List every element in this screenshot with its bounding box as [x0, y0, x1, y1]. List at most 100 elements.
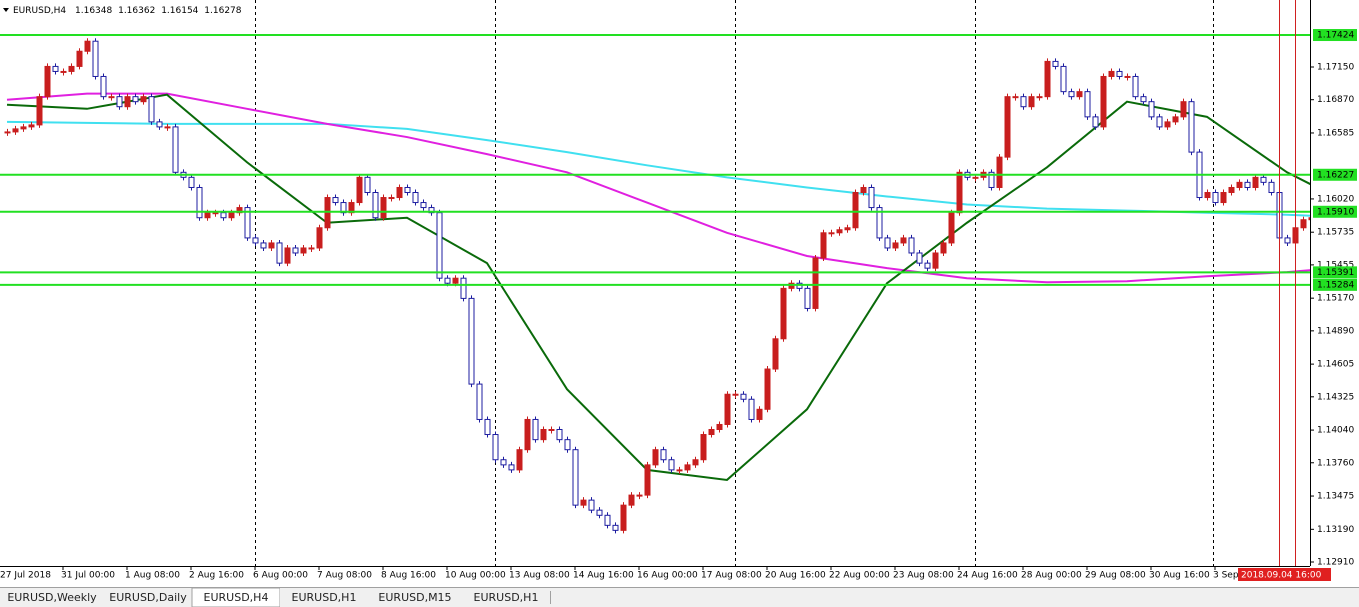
candle-body	[916, 252, 923, 264]
tab-background[interactable]	[0, 588, 104, 607]
candle-body	[684, 464, 691, 471]
candle-body	[1236, 181, 1243, 188]
y-tick-label: 1.17150	[1317, 63, 1354, 73]
x-tick-label: 10 Aug 00:00	[445, 571, 506, 581]
candle-body	[532, 418, 539, 441]
candle-body	[732, 393, 739, 396]
header: EURUSD,H4 1.16348 1.16362 1.16154 1.1627…	[13, 6, 242, 16]
tab-label[interactable]: EURUSD,H4	[204, 591, 269, 604]
candle-body	[148, 96, 155, 123]
candle-body	[52, 65, 59, 72]
tabs: EURUSD,Weekly EURUSD,Daily EURUSD,H4 EURUSD…	[0, 587, 551, 607]
candle-body	[12, 128, 19, 133]
candle-body	[524, 418, 531, 451]
candle-body	[1060, 65, 1067, 93]
candle-body	[204, 212, 211, 219]
candle-body	[644, 464, 651, 496]
tab-label[interactable]: EURUSD,H1	[474, 591, 539, 604]
x-tick-label: 13 Aug 08:00	[509, 571, 570, 581]
tab-background[interactable]	[462, 588, 550, 607]
tab-label[interactable]: EURUSD,M15	[378, 591, 451, 604]
candle-body	[44, 65, 51, 98]
candle-body	[1100, 75, 1107, 128]
tab-label[interactable]: EURUSD,H1	[292, 591, 357, 604]
candle-body	[156, 121, 163, 128]
candle-body	[124, 96, 131, 108]
candle-body	[516, 449, 523, 471]
candle-body	[1156, 116, 1163, 128]
candle-body	[292, 247, 299, 254]
candle-body	[244, 207, 251, 239]
candle-body	[196, 186, 203, 219]
x-tick-label: 8 Aug 16:00	[381, 571, 436, 581]
x-tick-label: 2 Aug 16:00	[189, 571, 244, 581]
tab-label[interactable]: EURUSD,Weekly	[7, 591, 97, 604]
menu-arrow[interactable]	[3, 8, 9, 12]
candle-body	[572, 449, 579, 506]
candle-body	[444, 277, 451, 284]
candle-body	[356, 176, 363, 204]
candle-body	[972, 176, 979, 179]
candle-body	[620, 504, 627, 531]
tab[interactable]: EURUSD,H1	[280, 588, 369, 607]
candle-body	[660, 449, 667, 461]
candle-body	[372, 192, 379, 219]
tab-background[interactable]	[368, 588, 462, 607]
x-tick-label: 22 Aug 00:00	[829, 571, 890, 581]
tab-label[interactable]: EURUSD,Daily	[109, 591, 187, 604]
moving-average	[6, 92, 1312, 284]
x-tick-label: 1 Aug 08:00	[125, 571, 180, 581]
x-tick-label: 3 Sep	[1213, 571, 1239, 581]
candle-body	[1268, 181, 1275, 194]
candle-body	[636, 494, 643, 497]
tab[interactable]: EURUSD,H1	[462, 588, 551, 607]
y-tick-label: 1.16020	[1317, 194, 1354, 204]
candle-body	[60, 70, 67, 73]
candle-body	[508, 464, 515, 471]
week-separators	[255, 0, 1214, 566]
y-tick-label: 1.14325	[1317, 392, 1354, 402]
y-tick-label: 1.15455	[1317, 260, 1354, 270]
y-tick-label: 1.13190	[1317, 525, 1354, 535]
tab[interactable]: EURUSD,M15	[368, 588, 463, 607]
candle-body	[404, 186, 411, 194]
candle-body	[1220, 192, 1227, 204]
candle-body	[92, 40, 99, 77]
candle-body	[1212, 192, 1219, 204]
tab[interactable]: EURUSD,Daily	[104, 588, 193, 607]
level-label: 1.15910	[1317, 207, 1354, 217]
tab[interactable]: EURUSD,H4	[191, 587, 281, 607]
candle-body	[1116, 70, 1123, 77]
candle-body	[28, 124, 35, 128]
candle-body	[276, 242, 283, 264]
candle-body	[1300, 219, 1307, 229]
candle-body	[716, 423, 723, 430]
candle-body	[436, 212, 443, 279]
tab-background[interactable]	[104, 588, 192, 607]
candle-body	[564, 439, 571, 451]
x-tick-label: 28 Aug 00:00	[1021, 571, 1082, 581]
candle-body	[812, 257, 819, 309]
x-tick-label: 20 Aug 16:00	[765, 571, 826, 581]
candle-body	[764, 368, 771, 410]
tab[interactable]: EURUSD,Weekly	[0, 588, 105, 607]
tab-background[interactable]	[280, 588, 368, 607]
candle-body	[628, 494, 635, 506]
candle-body	[1012, 96, 1019, 99]
candle-body	[308, 247, 315, 250]
candle-body	[1052, 60, 1059, 67]
x-tick-label: 17 Aug 08:00	[701, 571, 762, 581]
moving-average	[6, 93, 1312, 481]
candle-body	[740, 393, 747, 400]
candle-body	[284, 247, 291, 264]
candle-body	[1172, 116, 1179, 123]
candle-body	[588, 499, 595, 511]
candle-body	[332, 197, 339, 204]
candle-body	[828, 232, 835, 235]
candle-body	[84, 40, 91, 52]
x-tick-label: 23 Aug 08:00	[893, 571, 954, 581]
x-tick-label: 27 Jul 2018	[0, 571, 51, 581]
symbol: EURUSD,H4	[13, 6, 66, 16]
candle-body	[420, 202, 427, 209]
candle-body	[1188, 101, 1195, 153]
